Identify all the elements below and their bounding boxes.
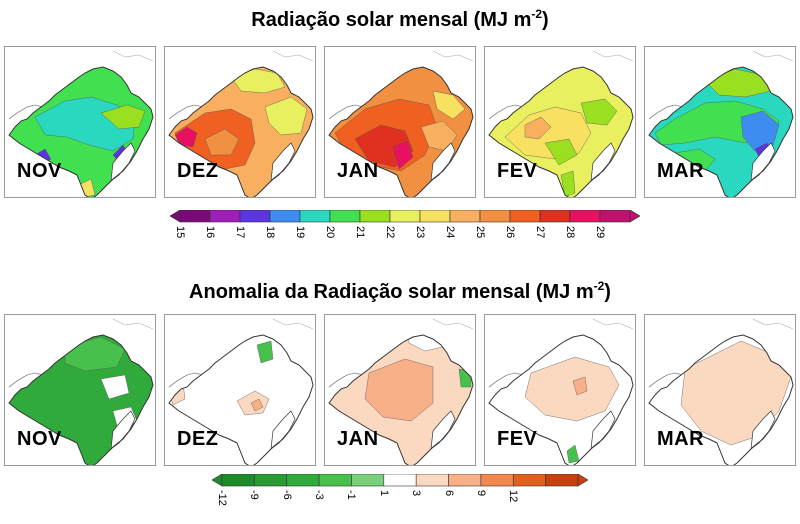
colorbar-tick-label: 26	[504, 226, 516, 239]
month-label: NOV	[17, 428, 62, 450]
colorbar-tick-label: 22	[384, 226, 396, 239]
colorbar-tick-label: 9	[474, 490, 487, 497]
month-label: MAR	[657, 428, 705, 450]
colorbar-tick-label: -9	[248, 490, 261, 500]
radiation-map-panel-fev: FEV	[484, 46, 636, 198]
radiation-map-nov	[8, 50, 154, 197]
colorbar-tick-label: 19	[294, 226, 306, 239]
colorbar-tick-label: 1	[377, 490, 390, 497]
colorbar-tick-label: 6	[442, 490, 455, 497]
colorbar-tick-label: 29	[594, 226, 606, 239]
colorbar-tick-label: 18	[264, 226, 276, 239]
colorbar-tick-label: 23	[414, 226, 426, 239]
radiation-map-jan	[328, 50, 474, 197]
colorbar-tick-label: 20	[324, 226, 336, 239]
colorbar-tick-label: 3	[410, 490, 423, 497]
colorbar-tick-label: 28	[564, 226, 576, 239]
colorbar-tick-label: 24	[444, 226, 456, 239]
colorbar-tick-label: 25	[474, 226, 486, 239]
month-label: JAN	[337, 160, 379, 182]
radiation-map-fev	[488, 50, 634, 197]
month-label: FEV	[497, 160, 538, 182]
colorbar-tick-label: 21	[354, 226, 366, 239]
month-label: DEZ	[177, 160, 219, 182]
anomaly-title: Anomalia da Radiação solar mensal (MJ m-…	[189, 279, 611, 303]
colorbar-strip	[211, 473, 589, 487]
month-label: MAR	[657, 160, 705, 182]
radiation-map-mar	[648, 50, 794, 197]
colorbar-tick-label: -6	[280, 490, 293, 500]
radiation-map-panel-jan: JAN	[324, 46, 476, 198]
colorbar-tick-label: 17	[234, 226, 246, 239]
month-label: NOV	[17, 160, 62, 182]
radiation-map-panel-mar: MAR	[644, 46, 796, 198]
radiation-map-dez	[168, 50, 314, 197]
colorbar-tick-label: -3	[313, 490, 326, 500]
anomaly-map-nov	[8, 318, 154, 465]
radiation-title: Radiação solar mensal (MJ m-2)	[251, 7, 549, 31]
radiation-map-panel-nov: NOV	[4, 46, 156, 198]
month-label: JAN	[337, 428, 379, 450]
anomaly-map-panel-fev: FEV	[484, 314, 636, 466]
anomaly-map-jan	[328, 318, 474, 465]
colorbar-tick-label: -1	[345, 490, 358, 500]
colorbar-tick-label: 12	[507, 490, 520, 503]
anomaly-map-fev	[488, 318, 634, 465]
anomaly-map-panel-nov: NOV	[4, 314, 156, 466]
colorbar-tick-label: 27	[534, 226, 546, 239]
anomaly-map-panel-jan: JAN	[324, 314, 476, 466]
anomaly-map-panel-mar: MAR	[644, 314, 796, 466]
anomaly-map-mar	[648, 318, 794, 465]
anomaly-colorbar: -12 -9 -6 -3 -1 1 3 6 9 12	[211, 473, 589, 514]
anomaly-map-dez	[168, 318, 314, 465]
radiation-map-panel-dez: DEZ	[164, 46, 316, 198]
radiation-colorbar: 15 16 17 18 19 20 21 22 23 24 25 26 27 28 29	[169, 209, 641, 250]
colorbar-tick-label: 16	[204, 226, 216, 239]
anomaly-map-panel-dez: DEZ	[164, 314, 316, 466]
month-label: FEV	[497, 428, 538, 450]
month-label: DEZ	[177, 428, 219, 450]
colorbar-tick-label: -12	[216, 490, 228, 506]
colorbar-tick-label: 15	[174, 226, 186, 239]
colorbar-strip	[169, 209, 641, 223]
